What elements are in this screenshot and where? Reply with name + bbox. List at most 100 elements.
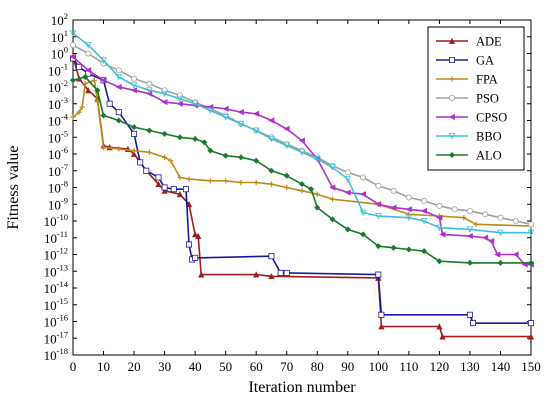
data-point-alo: [360, 231, 367, 238]
data-point-cpso: [436, 214, 443, 221]
data-point-ga: [378, 311, 385, 318]
data-point-alo: [390, 244, 397, 251]
x-tick-label: 140: [491, 359, 511, 374]
y-tick-label: 10-3: [48, 95, 68, 112]
data-point-ga: [466, 311, 473, 318]
series-line-ga: [72, 58, 531, 324]
data-point-cpso: [207, 104, 214, 111]
data-point-alo: [207, 147, 214, 154]
data-point-ga: [268, 253, 275, 260]
data-point-cpso: [283, 125, 290, 132]
x-tick-label: 20: [128, 359, 141, 374]
data-point-pso: [85, 50, 92, 57]
data-point-ade: [85, 87, 92, 94]
data-point-bbo: [85, 42, 92, 49]
data-point-fpa: [162, 154, 168, 160]
data-point-pso: [466, 207, 473, 214]
legend-item-alo: ALO: [436, 149, 502, 163]
data-point-bbo: [268, 135, 275, 143]
x-tick-label: 50: [219, 359, 232, 374]
y-tick-label: 10-13: [44, 262, 68, 279]
data-point-alo: [308, 186, 315, 193]
data-point-bbo: [344, 176, 352, 183]
x-tick-label: 30: [158, 359, 171, 374]
legend-label: FPA: [476, 73, 498, 87]
legend-label: PSO: [476, 92, 499, 106]
y-tick-label: 10-17: [44, 329, 68, 346]
x-tick-label: 60: [250, 359, 263, 374]
data-point-ga: [161, 184, 168, 191]
legend-label: GA: [476, 54, 494, 68]
data-point-pso: [528, 221, 535, 228]
y-tick-label: 101: [51, 28, 68, 45]
x-tick-label: 80: [311, 359, 324, 374]
data-point-fpa: [314, 191, 320, 197]
series-bbo: [69, 30, 535, 237]
x-tick-label: 150: [521, 359, 541, 374]
data-point-fpa: [406, 211, 412, 217]
data-point-alo: [237, 154, 244, 161]
data-point-ade: [436, 323, 443, 330]
y-tick-label: 10-8: [48, 179, 68, 196]
data-point-fpa: [268, 181, 275, 187]
data-point-cpso: [512, 251, 519, 258]
data-point-fpa: [131, 148, 137, 154]
data-point-ga: [155, 174, 162, 181]
axes: 0 10 20 30 40 50 60 70 80 90 100 110 120 130 140 150 102…: [44, 11, 541, 374]
y-tick-label: 10-12: [44, 246, 68, 263]
data-point-alo: [268, 167, 275, 174]
data-point-alo: [314, 204, 321, 211]
data-point-cpso: [359, 191, 366, 198]
data-point-bbo: [420, 217, 428, 225]
data-point-ade: [439, 333, 446, 340]
data-point-cpso: [84, 67, 92, 74]
data-point-cpso: [115, 83, 122, 91]
y-tick-label: 10-1: [48, 61, 68, 78]
y-tick-label: 10-6: [48, 145, 68, 162]
data-point-ade: [185, 200, 193, 208]
data-point-fpa: [284, 184, 290, 191]
x-tick-label: 120: [430, 359, 450, 374]
data-point-bbo: [466, 226, 474, 233]
x-tick-label: 90: [341, 359, 354, 374]
series-line-bbo: [72, 32, 531, 234]
data-point-alo: [298, 181, 306, 188]
data-point-fpa: [223, 178, 229, 184]
series-fpa: [70, 77, 534, 229]
y-tick-label: 10-10: [44, 212, 68, 229]
data-point-alo: [161, 130, 168, 137]
data-point-pso: [421, 197, 428, 204]
x-axis-label: Iteration number: [248, 379, 356, 396]
data-point-cpso: [466, 232, 473, 240]
data-point-bbo: [436, 224, 443, 232]
data-point-alo: [115, 117, 122, 124]
data-point-alo: [436, 258, 443, 265]
data-point-bbo: [207, 107, 214, 114]
data-point-bbo: [146, 87, 153, 94]
data-point-ade: [176, 190, 183, 198]
legend-label: BBO: [476, 130, 502, 144]
y-tick-label: 10-7: [48, 162, 68, 179]
data-point-bbo: [222, 114, 229, 121]
legend-swatch-marker: [448, 57, 455, 64]
data-point-bbo: [69, 30, 77, 37]
data-point-ga: [186, 241, 193, 248]
data-point-alo: [94, 87, 101, 94]
data-point-cpso: [100, 77, 107, 84]
y-tick-label: 10-15: [44, 296, 68, 313]
data-point-alo: [100, 112, 107, 119]
y-tick-label: 10-2: [48, 78, 68, 95]
data-point-bbo: [161, 90, 168, 98]
data-point-cpso: [252, 110, 260, 117]
x-tick-label: 70: [280, 359, 293, 374]
y-tick-label: 102: [51, 11, 68, 28]
data-point-cpso: [130, 87, 137, 94]
data-point-bbo: [527, 229, 535, 237]
data-point-bbo: [314, 156, 321, 163]
data-point-bbo: [191, 100, 199, 108]
data-point-alo: [192, 135, 199, 142]
legend-item-ade: ADE: [436, 35, 502, 49]
legend-item-ga: GA: [436, 54, 494, 68]
data-point-alo: [527, 259, 535, 266]
